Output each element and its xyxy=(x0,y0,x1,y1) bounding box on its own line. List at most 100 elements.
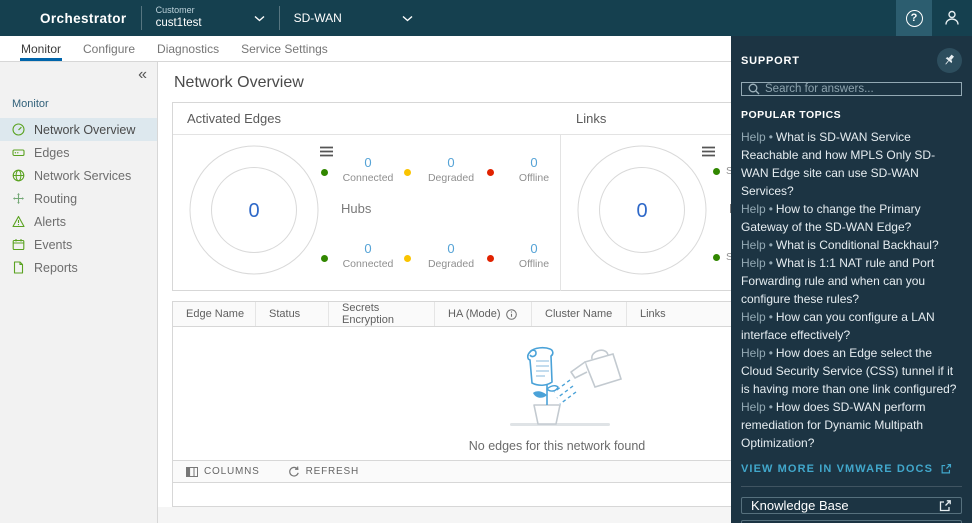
tab-monitor[interactable]: Monitor xyxy=(20,36,63,61)
columns-icon xyxy=(186,466,198,477)
stat-degraded: 0 Degraded xyxy=(404,155,487,184)
tab-configure[interactable]: Configure xyxy=(83,42,136,56)
service-selector-value: SD-WAN xyxy=(293,11,342,25)
header-divider xyxy=(140,6,142,30)
column-header-status[interactable]: Status xyxy=(255,302,328,326)
sidebar-item-alerts[interactable]: Alerts xyxy=(0,210,157,233)
chart-menu-icon[interactable] xyxy=(319,146,334,157)
pagination-row xyxy=(173,483,731,506)
help-topic-link[interactable]: Help • How to change the Primary Gateway o… xyxy=(741,202,921,234)
sidebar-item-events[interactable]: Events xyxy=(0,233,157,256)
sidebar-item-edges[interactable]: Edges xyxy=(0,141,157,164)
column-header-secrets-encryption[interactable]: Secrets Encryption xyxy=(328,302,434,326)
refresh-icon xyxy=(288,466,299,477)
sidebar-item-label: Network Overview xyxy=(34,122,136,137)
tab-diagnostics[interactable]: Diagnostics xyxy=(157,42,220,56)
table-empty-state: No edges for this network found xyxy=(173,327,731,460)
sidebar-item-label: Edges xyxy=(34,145,70,160)
svg-text:0: 0 xyxy=(636,200,647,222)
chevron-down-icon xyxy=(402,15,413,22)
warning-triangle-icon xyxy=(12,215,25,228)
pin-panel-button[interactable] xyxy=(937,48,962,73)
view-more-docs-link[interactable]: VIEW MORE IN VMWARE DOCS xyxy=(741,463,962,475)
empty-state-illustration xyxy=(510,346,623,426)
bottom-spacer xyxy=(158,507,731,523)
edges-donut-chart: 0 xyxy=(189,145,319,275)
stat-connected: 0 Connected xyxy=(321,241,404,270)
app-title: Orchestrator xyxy=(40,10,127,26)
support-title: SUPPORT xyxy=(741,54,800,67)
activated-edges-title: Activated Edges xyxy=(187,111,281,126)
top-tab-bar: Monitor Configure Diagnostics Service Se… xyxy=(0,36,731,62)
document-icon xyxy=(13,261,24,274)
help-topic-link[interactable]: Help • How can you configure a LAN interfa… xyxy=(741,310,935,342)
svg-text:0: 0 xyxy=(248,200,259,222)
knowledge-base-button[interactable]: Knowledge Base xyxy=(741,497,962,514)
refresh-button[interactable]: REFRESH xyxy=(288,466,359,478)
ask-community-button[interactable]: Ask the Community xyxy=(741,520,962,523)
table-header-row: Edge Name Status Secrets Encryption HA (… xyxy=(173,302,731,327)
tab-service-settings[interactable]: Service Settings xyxy=(241,42,328,56)
overview-charts-panel: Activated Edges Links 0 xyxy=(172,102,731,291)
support-panel: SUPPORT POPULAR TOPICS Help•What is SD-W… xyxy=(731,36,972,523)
connected-dot-icon xyxy=(321,255,328,262)
links-stat-partial: St xyxy=(713,165,731,177)
links-hubs-label: Hub xyxy=(729,201,731,216)
columns-button[interactable]: COLUMNS xyxy=(186,466,260,477)
empty-state-message: No edges for this network found xyxy=(468,439,646,453)
popular-topics-label: POPULAR TOPICS xyxy=(741,109,842,121)
degraded-dot-icon xyxy=(404,169,411,176)
search-icon xyxy=(748,83,760,95)
help-topic-link[interactable]: Help • What is 1:1 NAT rule and Port Forwa… xyxy=(741,256,935,306)
stat-offline: 0 Offline xyxy=(487,241,570,270)
globe-icon xyxy=(12,169,25,182)
column-header-links[interactable]: Links xyxy=(626,302,731,326)
user-icon xyxy=(945,10,959,25)
help-topic-link[interactable]: Help • What is Conditional Backhaul? xyxy=(741,238,939,252)
header-divider xyxy=(278,6,280,30)
sidebar-item-network-overview[interactable]: Network Overview xyxy=(0,118,157,141)
sidebar-item-reports[interactable]: Reports xyxy=(0,256,157,279)
column-header-cluster-name[interactable]: Cluster Name xyxy=(531,302,626,326)
stat-connected: 0 Connected xyxy=(321,155,404,184)
customer-selector[interactable]: Customer cust1test xyxy=(156,5,265,31)
links-title: Links xyxy=(576,111,607,126)
offline-dot-icon xyxy=(487,255,494,262)
customer-value: cust1test xyxy=(155,17,202,30)
sidebar-item-network-services[interactable]: Network Services xyxy=(0,164,157,187)
stat-offline: 0 Offline xyxy=(487,155,570,184)
column-header-edge-name[interactable]: Edge Name xyxy=(186,308,245,320)
activated-edges-section: 0 0 Connected 0 Degraded xyxy=(173,135,561,291)
help-icon: ? xyxy=(905,9,923,27)
service-selector[interactable]: SD-WAN xyxy=(294,11,413,25)
sidebar-collapse-icon[interactable]: « xyxy=(138,66,147,83)
help-topic-link[interactable]: Help • How does SD-WAN perform remediation… xyxy=(741,400,926,450)
chevron-down-icon xyxy=(254,15,265,22)
customer-label: Customer xyxy=(155,5,195,16)
help-topic-link[interactable]: Help • How does an Edge select the Cloud S… xyxy=(741,346,957,396)
links-stat-partial: St xyxy=(713,251,731,263)
user-menu-button[interactable] xyxy=(932,9,972,27)
chart-menu-icon[interactable] xyxy=(701,146,716,157)
routing-arrows-icon xyxy=(13,193,24,204)
degraded-dot-icon xyxy=(404,255,411,262)
support-search-input[interactable] xyxy=(765,83,955,95)
hubs-label: Hubs xyxy=(341,201,372,216)
info-icon[interactable] xyxy=(505,308,517,320)
help-topic-link[interactable]: Help • What is SD-WAN Service Reachable an… xyxy=(741,130,936,198)
pin-icon xyxy=(945,54,954,65)
calendar-icon xyxy=(12,239,25,251)
page-title: Network Overview xyxy=(174,74,304,91)
hub-status-stats: 0 Connected 0 Degraded 0 Offline xyxy=(321,241,570,270)
support-search-box[interactable] xyxy=(741,82,962,96)
sidebar-item-routing[interactable]: Routing xyxy=(0,187,157,210)
help-button[interactable]: ? xyxy=(896,0,932,36)
stat-degraded: 0 Degraded xyxy=(404,241,487,270)
sidebar-item-label: Reports xyxy=(34,260,78,275)
sidebar-section-label: Monitor xyxy=(12,98,49,110)
column-header-ha-mode[interactable]: HA (Mode) xyxy=(434,302,531,326)
sidebar-item-label: Routing xyxy=(34,191,78,206)
connected-dot-icon xyxy=(713,253,720,261)
main-content: Network Overview Activated Edges Links 0 xyxy=(158,62,731,523)
edge-device-icon xyxy=(12,149,25,157)
